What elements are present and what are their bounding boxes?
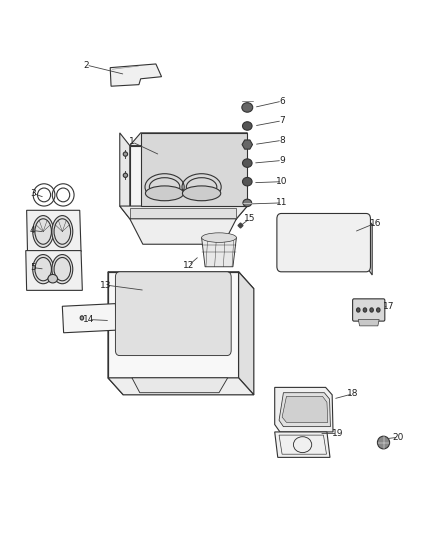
Polygon shape — [136, 277, 180, 351]
Ellipse shape — [52, 255, 73, 284]
FancyBboxPatch shape — [116, 272, 231, 356]
Ellipse shape — [201, 233, 237, 243]
Ellipse shape — [145, 186, 184, 201]
Polygon shape — [275, 387, 333, 432]
Ellipse shape — [242, 103, 253, 112]
Ellipse shape — [33, 216, 53, 247]
Text: 15: 15 — [244, 214, 255, 223]
Polygon shape — [239, 272, 254, 395]
Polygon shape — [108, 272, 239, 378]
Polygon shape — [171, 277, 215, 351]
Text: 1: 1 — [129, 138, 135, 147]
Text: 6: 6 — [279, 96, 285, 106]
Text: 17: 17 — [383, 302, 395, 311]
Text: 16: 16 — [370, 219, 381, 228]
Ellipse shape — [183, 186, 221, 201]
Polygon shape — [282, 397, 328, 422]
Text: 13: 13 — [100, 280, 112, 289]
FancyBboxPatch shape — [277, 214, 371, 272]
Polygon shape — [358, 319, 379, 326]
FancyBboxPatch shape — [353, 299, 385, 321]
Polygon shape — [130, 146, 237, 219]
Polygon shape — [367, 217, 372, 275]
Polygon shape — [242, 140, 253, 149]
Text: 20: 20 — [392, 433, 404, 442]
Text: 10: 10 — [276, 177, 288, 186]
Text: 12: 12 — [183, 261, 194, 270]
Polygon shape — [120, 133, 130, 219]
Polygon shape — [280, 217, 372, 225]
Polygon shape — [108, 272, 123, 395]
Ellipse shape — [123, 152, 127, 156]
Ellipse shape — [243, 177, 252, 186]
Text: 9: 9 — [279, 156, 285, 165]
Polygon shape — [275, 432, 330, 457]
Ellipse shape — [363, 308, 367, 312]
Polygon shape — [27, 211, 81, 252]
Text: 2: 2 — [84, 61, 89, 69]
Text: 3: 3 — [30, 189, 35, 198]
Text: 14: 14 — [83, 315, 94, 324]
Polygon shape — [110, 64, 162, 86]
Ellipse shape — [123, 173, 127, 177]
Polygon shape — [108, 378, 254, 395]
Polygon shape — [141, 133, 247, 206]
Ellipse shape — [52, 216, 73, 247]
Text: 11: 11 — [276, 198, 288, 207]
Text: 7: 7 — [279, 116, 285, 125]
Polygon shape — [280, 217, 367, 268]
Ellipse shape — [370, 308, 373, 312]
Polygon shape — [132, 378, 228, 393]
Polygon shape — [130, 219, 237, 244]
Text: 18: 18 — [347, 389, 359, 398]
Text: 4: 4 — [30, 226, 35, 235]
Ellipse shape — [243, 159, 252, 167]
Polygon shape — [108, 272, 254, 289]
Ellipse shape — [243, 122, 252, 130]
Polygon shape — [279, 393, 330, 426]
Ellipse shape — [243, 199, 252, 207]
Ellipse shape — [80, 316, 84, 320]
Ellipse shape — [378, 436, 390, 449]
Polygon shape — [119, 276, 228, 351]
Polygon shape — [26, 251, 82, 290]
Polygon shape — [171, 276, 184, 280]
Ellipse shape — [33, 255, 53, 284]
Text: 19: 19 — [332, 429, 343, 438]
Text: 8: 8 — [279, 136, 285, 145]
Ellipse shape — [48, 274, 57, 283]
Polygon shape — [130, 208, 237, 219]
Polygon shape — [130, 133, 247, 146]
Text: 5: 5 — [30, 263, 35, 272]
Polygon shape — [62, 304, 117, 333]
Ellipse shape — [377, 308, 380, 312]
Polygon shape — [120, 206, 247, 219]
Polygon shape — [201, 238, 237, 266]
Ellipse shape — [357, 308, 360, 312]
Polygon shape — [237, 133, 247, 219]
